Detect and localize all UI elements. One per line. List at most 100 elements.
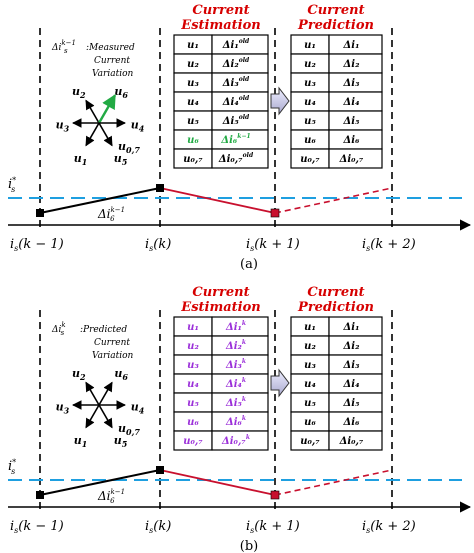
estimation-title-line2: Estimation [180, 18, 260, 33]
prediction-vector-1: u₁ [304, 40, 316, 51]
time-label-4: is(k + 2) [362, 237, 416, 253]
estimation-variation-2: Δi₂old [222, 57, 250, 70]
prediction-variation-2: Δi₂ [343, 59, 361, 70]
prediction-vector-4: u₄ [304, 97, 316, 108]
prediction-cell-d-7 [328, 148, 383, 169]
vector-label-u3: u3 [56, 401, 70, 416]
prediction-variation-7: Δi₀,₇ [339, 436, 364, 447]
vector-u2 [85, 99, 100, 124]
prediction-variation-7: Δi₀,₇ [339, 154, 364, 165]
prediction-variation-2: Δi₂ [343, 341, 361, 352]
estimation-vector-2: u₂ [187, 59, 199, 70]
panel-b: i* s Δik−1 6 is(k − 1) is(k) is(k + 1) is(k + 2… [8, 285, 472, 553]
trajectory-past-segment [39, 187, 161, 214]
reference-label: i* s [8, 176, 16, 194]
prediction-title-line1: Current [307, 3, 364, 18]
time-label-2: is(k) [145, 237, 171, 253]
prediction-vector-7: u₀,₇ [300, 154, 320, 165]
vector-label-u2: u2 [72, 367, 86, 382]
estimation-variation-6: Δi₆k−1 [220, 133, 250, 146]
estimation-vector-6: u₆ [187, 417, 199, 428]
prediction-variation-3: Δi₃ [343, 360, 361, 371]
estimation-vector-1: u₁ [187, 322, 199, 333]
sample-marker-k+1 [270, 490, 280, 500]
vector-label-u4: u4 [131, 119, 145, 134]
sample-marker-k [156, 184, 164, 192]
prediction-vector-2: u₂ [304, 59, 316, 70]
time-label-2: is(k) [145, 519, 171, 535]
estimation-to-prediction-arrow [270, 86, 290, 116]
prediction-title-line1: Current [307, 285, 364, 300]
time-label-1: is(k − 1) [10, 237, 64, 253]
reference-label: i* s [8, 458, 16, 476]
prediction-title-line2: Prediction [297, 18, 374, 33]
time-label-3: is(k + 1) [246, 519, 300, 535]
prediction-vector-2: u₂ [304, 341, 316, 352]
estimation-variation-3: Δi₃k [225, 358, 246, 371]
prediction-vector-1: u₁ [304, 322, 316, 333]
prediction-vector-6: u₆ [304, 417, 316, 428]
estimation-vector-5: u₅ [187, 116, 199, 127]
sample-marker-k-1 [36, 209, 44, 217]
note-symbol: Δik−1 s [51, 39, 76, 55]
estimation-variation-4: Δi₄k [225, 377, 246, 390]
prediction-variation-1: Δi₁ [343, 40, 360, 51]
vector-label-u6: u6 [114, 367, 128, 382]
sample-marker-k-1 [36, 491, 44, 499]
estimation-title-line1: Current [192, 3, 249, 18]
estimation-variation-5: Δi₅k [225, 396, 246, 409]
note-line-2: Current [94, 338, 130, 348]
estimation-variation-2: Δi₂k [225, 339, 246, 352]
estimation-vector-6: u₆ [187, 135, 199, 146]
note-line-2: Current [94, 56, 130, 66]
prediction-variation-6: Δi₆ [343, 135, 361, 146]
panel-caption: (b) [240, 539, 258, 553]
estimation-variation-3: Δi₃old [222, 76, 250, 89]
vector-label-u6: u6 [114, 85, 128, 100]
estimation-to-prediction-arrow [270, 368, 290, 398]
prediction-vector-6: u₆ [304, 135, 316, 146]
estimation-variation-6: Δi₆k [225, 415, 246, 428]
trajectory-current-segment [159, 187, 276, 214]
prediction-vector-7: u₀,₇ [300, 436, 320, 447]
time-label-3: is(k + 1) [246, 237, 300, 253]
prediction-variation-1: Δi₁ [343, 322, 360, 333]
trajectory-current-segment [159, 469, 276, 496]
vector-label-u2: u2 [72, 85, 86, 100]
estimation-title-line2: Estimation [180, 300, 260, 315]
prediction-title-line2: Prediction [297, 300, 374, 315]
estimation-variation-7: Δi₀,₇k [221, 434, 250, 447]
estimation-vector-5: u₅ [187, 398, 199, 409]
note-line-3: Variation [92, 69, 133, 79]
estimation-vector-7: u₀,₇ [183, 436, 203, 447]
time-label-1: is(k − 1) [10, 519, 64, 535]
estimation-variation-5: Δi₅old [222, 114, 250, 127]
note-line-3: Variation [92, 351, 133, 361]
estimation-vector-2: u₂ [187, 341, 199, 352]
estimation-cell-d-7 [211, 148, 269, 169]
trajectory-past-segment [39, 469, 161, 496]
estimation-cell-d-7 [211, 430, 269, 451]
prediction-variation-4: Δi₄ [343, 379, 360, 390]
prediction-vector-3: u₃ [304, 360, 316, 371]
prediction-variation-5: Δi₅ [343, 116, 361, 127]
prediction-vector-5: u₅ [304, 398, 316, 409]
vector-u5 [98, 122, 113, 147]
estimation-variation-1: Δi₁k [225, 320, 246, 333]
vector-label-u07: u0,7 [118, 422, 140, 437]
prediction-cell-d-7 [328, 430, 383, 451]
estimation-title-line1: Current [192, 285, 249, 300]
estimation-vector-7: u₀,₇ [183, 154, 203, 165]
sample-marker-k+1 [270, 208, 280, 218]
vector-label-u07: u0,7 [118, 140, 140, 155]
estimation-vector-3: u₃ [187, 360, 199, 371]
prediction-variation-5: Δi₅ [343, 398, 361, 409]
time-label-4: is(k + 2) [362, 519, 416, 535]
note-symbol: Δik s [51, 321, 66, 337]
panel-a: i* s Δik−1 6 is(k − 1) is(k) is(k + 1) is(k + 2… [8, 3, 472, 272]
vector-u1 [85, 122, 100, 147]
vector-label-u1: u1 [74, 434, 88, 449]
vector-u6 [98, 381, 113, 406]
segment-label: Δik−1 6 [97, 206, 125, 223]
